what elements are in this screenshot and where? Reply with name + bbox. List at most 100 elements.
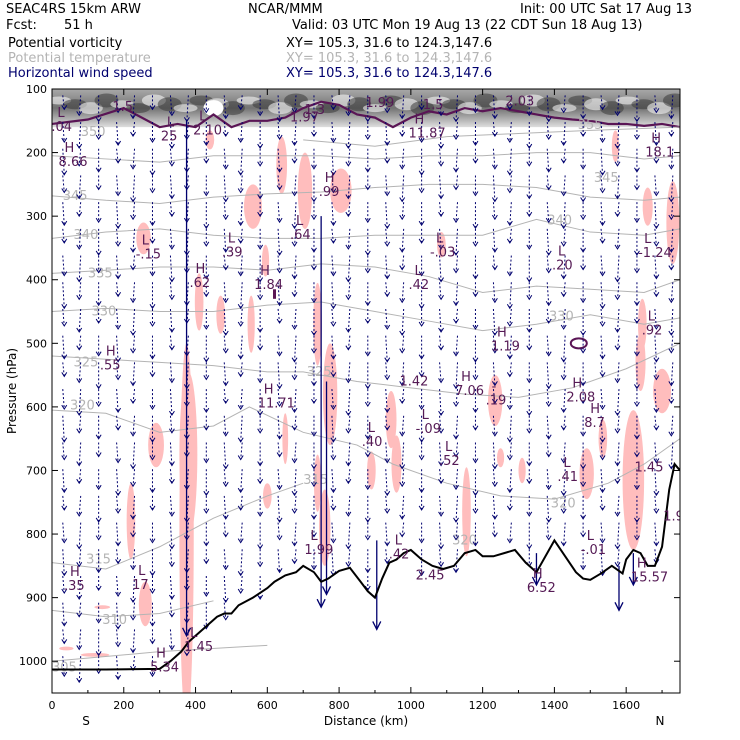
- wind-arrowhead: [438, 277, 444, 283]
- wind-arrowhead: [222, 431, 229, 437]
- wind-arrow: [116, 335, 119, 362]
- wind-arrowhead: [203, 407, 210, 414]
- wind-arrow: [277, 495, 281, 522]
- wind-arrow: [331, 442, 334, 460]
- wind-arrow: [401, 202, 405, 220]
- wind-arrow: [277, 469, 281, 490]
- wind-arrowhead: [399, 131, 406, 138]
- pv-extremum-value: 11.71: [258, 397, 295, 412]
- wind-arrowhead: [634, 268, 640, 274]
- wind-arrow: [169, 495, 173, 516]
- wind-arrow: [600, 255, 604, 276]
- wind-arrowhead: [330, 538, 337, 544]
- organization: NCAR/MMM: [248, 2, 323, 17]
- plot-frame: [51, 88, 681, 694]
- wind-arrowhead: [61, 304, 68, 310]
- wind-arrowhead: [257, 277, 264, 283]
- wind-arrowhead: [237, 220, 244, 227]
- wind-arrowhead: [472, 223, 479, 230]
- x-tick-label: 800: [329, 699, 350, 712]
- wind-arrowhead: [345, 295, 352, 301]
- wind-arrowhead: [438, 143, 444, 150]
- wind-arrow: [223, 202, 227, 220]
- wind-arrowhead: [203, 591, 210, 597]
- wind-arrowhead: [560, 490, 567, 497]
- wind-arrowhead: [526, 211, 533, 218]
- wind-arrow: [62, 442, 65, 460]
- wind-arrowhead: [438, 327, 444, 333]
- wind-arrowhead: [95, 384, 102, 390]
- pv-extremum-value: 8.66: [59, 155, 88, 170]
- wind-arrowhead: [95, 484, 102, 491]
- wind-arrowhead: [384, 324, 391, 330]
- wind-arrowhead: [276, 452, 283, 458]
- wind-arrowhead: [453, 250, 459, 256]
- wind-arrowhead: [453, 167, 459, 173]
- wind-arrow: [277, 549, 281, 573]
- wind-arrow: [455, 282, 459, 306]
- wind-arrowhead: [634, 384, 640, 390]
- pv-extremum-kind: H: [156, 647, 166, 662]
- wind-arrow: [600, 308, 604, 327]
- wind-arrowhead: [384, 559, 391, 565]
- wind-arrow: [294, 95, 297, 113]
- wind-arrowhead: [506, 271, 513, 277]
- theta-contour-line: [52, 406, 680, 500]
- wind-arrow: [186, 95, 189, 122]
- theta-contours: 305 310 315 315 320 320 320 325 325 330 330 335 340 3…: [52, 118, 680, 676]
- wind-arrow: [546, 495, 550, 522]
- wind-arrow: [169, 442, 173, 466]
- terrain-line: [52, 461, 680, 671]
- wind-arrowhead: [653, 407, 660, 414]
- wind-arrowhead: [545, 452, 552, 458]
- wind-arrow: [78, 442, 82, 466]
- wind-arrowhead: [311, 532, 317, 538]
- wind-arrow: [439, 122, 442, 149]
- wind-arrowhead: [384, 425, 391, 431]
- wind-arrow: [654, 522, 657, 546]
- pv-blob: [313, 454, 322, 512]
- wind-arrow: [546, 389, 550, 407]
- wind-arrowhead: [506, 170, 513, 176]
- wind-arrowhead: [345, 194, 352, 200]
- wind-arrow: [78, 122, 82, 149]
- stratosphere-texture: [647, 102, 672, 115]
- wind-arrow: [169, 122, 173, 149]
- pv-extremum-value: .42: [408, 278, 429, 293]
- wind-arrow: [670, 308, 674, 336]
- wind-arrow: [347, 308, 351, 333]
- wind-arrowhead: [76, 612, 83, 618]
- wind-arrow: [509, 202, 512, 226]
- wind-arrow: [600, 549, 604, 576]
- wind-arrowhead: [506, 372, 513, 378]
- wind-arrowhead: [76, 677, 83, 684]
- wind-arrow: [277, 335, 281, 356]
- wind-arrow: [78, 549, 82, 567]
- wind-arrowhead: [614, 461, 621, 467]
- wind-arrowhead: [311, 398, 317, 405]
- wind-arrowhead: [472, 508, 479, 514]
- wind-arrowhead: [222, 615, 229, 621]
- wind-arrowhead: [130, 114, 136, 120]
- wind-arrowhead: [76, 562, 83, 568]
- wind-arrowhead: [276, 268, 283, 274]
- wind-arrowhead: [614, 111, 621, 117]
- wind-arrow: [78, 362, 82, 383]
- wind-arrowhead: [257, 428, 264, 434]
- wind-arrowhead: [526, 428, 533, 434]
- wind-arrow: [240, 335, 243, 359]
- wind-arrow: [670, 175, 674, 202]
- wind-arrowhead: [599, 105, 606, 111]
- y-tick-label: 800: [26, 528, 47, 541]
- wind-arrow: [600, 175, 604, 193]
- wind-arrowhead: [149, 571, 156, 577]
- wind-arrowhead: [291, 508, 298, 514]
- wind-arrow: [331, 549, 334, 576]
- wind-arrowhead: [330, 105, 337, 111]
- wind-arrowhead: [311, 298, 317, 304]
- wind-arrowhead: [130, 464, 136, 470]
- wind-arrowhead: [599, 538, 606, 544]
- wind-arrow: [277, 122, 281, 140]
- wind-arrowhead: [453, 484, 459, 491]
- wind-arrow: [240, 282, 243, 309]
